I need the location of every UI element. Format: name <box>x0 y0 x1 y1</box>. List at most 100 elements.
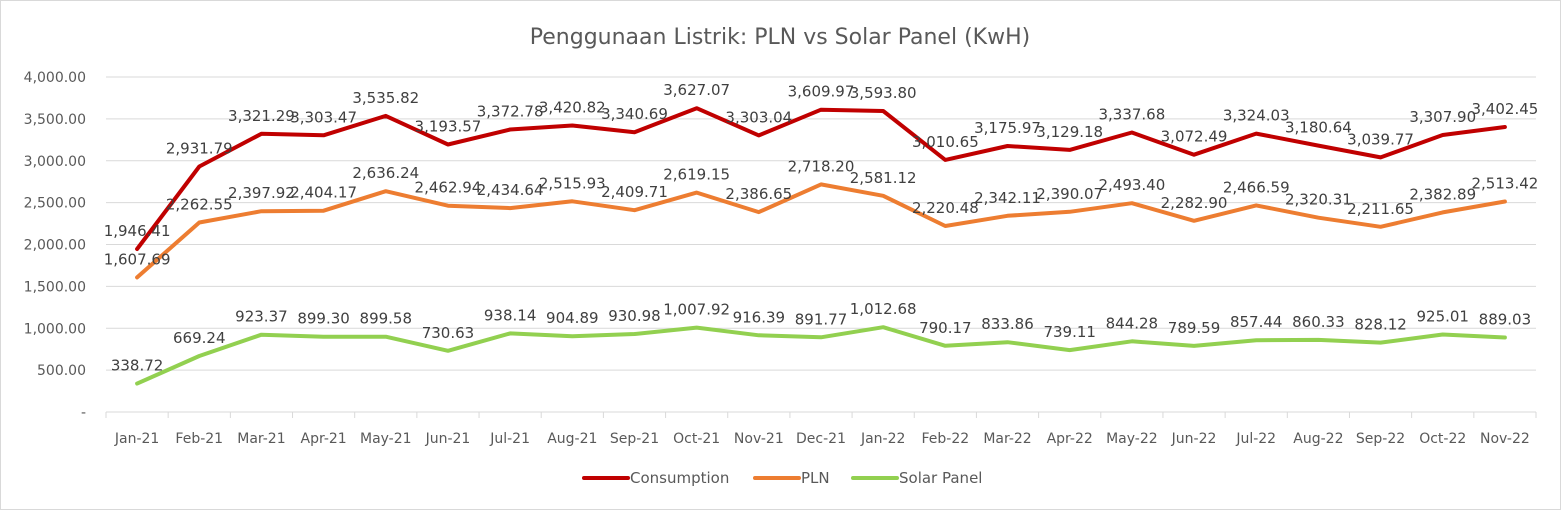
x-tick-label: Sep-22 <box>1356 431 1405 447</box>
solar-panel-data-label: 938.14 <box>484 306 537 324</box>
solar-panel-data-label: 857.44 <box>1230 313 1283 331</box>
y-tick-label: 1,500.00 <box>24 279 86 295</box>
consumption-data-label: 3,175.97 <box>974 119 1041 137</box>
consumption-line <box>135 106 1507 251</box>
consumption-data-label: 3,372.78 <box>477 103 544 121</box>
x-tick-label: Mar-22 <box>983 431 1031 447</box>
pln-data-label: 2,462.94 <box>415 179 482 197</box>
x-tick-label: Jul-21 <box>489 431 530 447</box>
x-tick-label: Aug-22 <box>1293 431 1343 447</box>
solar-panel-data-label: 923.37 <box>235 308 288 326</box>
x-tick-label: Nov-22 <box>1480 431 1530 447</box>
consumption-data-label: 3,337.68 <box>1098 105 1165 123</box>
solar-panel-data-label: 889.03 <box>1479 311 1532 329</box>
y-tick-label: 3,500.00 <box>24 112 86 128</box>
pln-data-label: 2,434.64 <box>477 181 544 199</box>
legend: Consumption PLN Solar Panel <box>582 469 982 487</box>
solar-panel-data-label: 899.30 <box>297 310 350 328</box>
legend-label-pln: PLN <box>801 469 830 487</box>
pln-data-label: 2,220.48 <box>912 199 979 217</box>
solar-panel-data-label: 860.33 <box>1292 313 1345 331</box>
pln-data-label: 2,386.65 <box>725 185 792 203</box>
x-tick-label: Sep-21 <box>610 431 659 447</box>
pln-data-label: 2,619.15 <box>663 166 730 184</box>
consumption-data-label: 3,402.45 <box>1472 100 1539 118</box>
solar-panel-data-label: 1,007.92 <box>663 301 730 319</box>
series-lines <box>135 106 1507 386</box>
x-axis: Jan-21 Feb-21 Mar-21 Apr-21 May-21 Jun-21 Jul-… <box>105 412 1537 447</box>
consumption-data-label: 3,340.69 <box>601 105 668 123</box>
x-tick-label: Jan-21 <box>114 431 159 447</box>
pln-data-label: 2,636.24 <box>352 164 419 182</box>
solar-panel-data-label: 739.11 <box>1043 323 1096 341</box>
consumption-data-label: 3,010.65 <box>912 133 979 151</box>
solar-panel-data-label: 1,012.68 <box>850 300 917 318</box>
pln-data-label: 2,404.17 <box>290 184 357 202</box>
y-axis: - 500.00 1,000.00 1,500.00 2,000.00 2,500.00 3… <box>24 70 86 421</box>
x-tick-label: Aug-21 <box>547 431 597 447</box>
y-tick-label: 2,500.00 <box>24 196 86 212</box>
legend-label-solar-panel: Solar Panel <box>899 469 982 487</box>
solar-panel-data-label: 789.59 <box>1168 319 1221 337</box>
x-tick-label: Jul-22 <box>1235 431 1276 447</box>
y-tick-label: 4,000.00 <box>24 70 86 86</box>
consumption-data-label: 3,420.82 <box>539 99 606 117</box>
solar-panel-data-label: 930.98 <box>608 307 661 325</box>
y-tick-label: 2,000.00 <box>24 238 86 254</box>
pln-data-label: 2,513.42 <box>1472 175 1539 193</box>
solar-panel-data-label: 891.77 <box>795 310 848 328</box>
pln-data-label: 2,493.40 <box>1098 176 1165 194</box>
consumption-data-label: 1,946.41 <box>104 222 171 240</box>
solar-panel-data-label: 925.01 <box>1416 308 1469 326</box>
pln-data-label: 2,718.20 <box>788 157 855 175</box>
pln-data-label: 2,515.93 <box>539 174 606 192</box>
pln-line <box>135 182 1507 280</box>
solar-panel-data-label: 338.72 <box>111 357 164 375</box>
consumption-data-label: 3,307.90 <box>1409 108 1476 126</box>
x-tick-label: Feb-22 <box>922 431 970 447</box>
pln-data-label: 2,390.07 <box>1036 185 1103 203</box>
pln-data-label: 2,466.59 <box>1223 178 1290 196</box>
x-tick-label: Dec-21 <box>796 431 846 447</box>
x-tick-label: Jun-22 <box>1171 431 1217 447</box>
pln-data-label: 2,382.89 <box>1409 185 1476 203</box>
x-tick-label: Jan-22 <box>860 431 905 447</box>
y-tick-label: 1,000.00 <box>24 321 86 337</box>
data-labels: 1,946.41 2,931.79 3,321.293,303.473,535.82… <box>104 81 1539 374</box>
solar-panel-data-label: 730.63 <box>422 324 475 342</box>
consumption-data-label: 3,535.82 <box>352 89 419 107</box>
consumption-data-label: 3,593.80 <box>850 84 917 102</box>
y-tick-label: - <box>81 405 86 421</box>
x-tick-label: Nov-21 <box>734 431 784 447</box>
x-tick-label: Mar-21 <box>237 431 285 447</box>
consumption-data-label: 3,303.04 <box>725 108 792 126</box>
pln-data-label: 2,409.71 <box>601 183 668 201</box>
chart-title: Penggunaan Listrik: PLN vs Solar Panel (… <box>530 25 1030 50</box>
consumption-data-label: 3,303.47 <box>290 108 357 126</box>
pln-data-label: 2,320.31 <box>1285 191 1352 209</box>
pln-data-label: 2,211.65 <box>1347 200 1414 218</box>
x-tick-label: Feb-21 <box>175 431 223 447</box>
x-tick-label: Apr-22 <box>1047 431 1093 447</box>
consumption-data-label: 3,072.49 <box>1161 128 1228 146</box>
consumption-data-label: 3,324.03 <box>1223 107 1290 125</box>
x-tick-label: May-21 <box>360 431 412 447</box>
solar-panel-data-label: 669.24 <box>173 329 226 347</box>
pln-data-label: 2,581.12 <box>850 169 917 187</box>
pln-data-label: 1,607.69 <box>104 250 171 268</box>
solar-panel-data-label: 916.39 <box>733 308 786 326</box>
consumption-data-label: 3,129.18 <box>1036 123 1103 141</box>
solar-panel-line <box>135 325 1507 386</box>
x-tick-label: Oct-21 <box>673 431 720 447</box>
pln-data-label: 2,342.11 <box>974 189 1041 207</box>
consumption-data-label: 3,321.29 <box>228 107 295 125</box>
x-tick-label: Apr-21 <box>301 431 347 447</box>
consumption-data-label: 3,627.07 <box>663 81 730 99</box>
x-tick-label: May-22 <box>1106 431 1158 447</box>
consumption-data-label: 3,039.77 <box>1347 130 1414 148</box>
legend-label-consumption: Consumption <box>630 469 729 487</box>
x-tick-label: Jun-21 <box>425 431 471 447</box>
solar-panel-data-label: 899.58 <box>360 310 413 328</box>
